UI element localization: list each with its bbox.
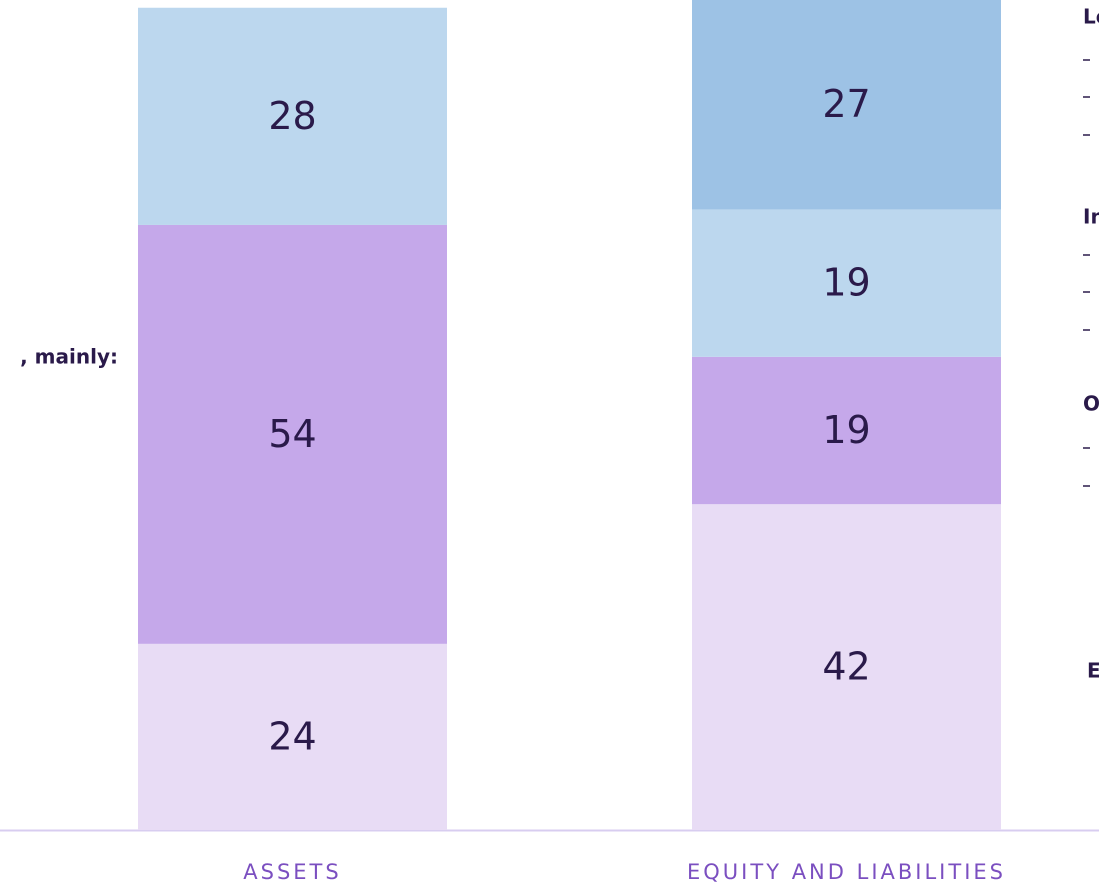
value-label: 19: [822, 261, 870, 305]
bar-segment: [692, 0, 1001, 210]
bar-segment: [692, 504, 1001, 830]
x-tick-label: ASSETS: [243, 860, 341, 884]
annotation: O: [1083, 392, 1099, 416]
value-label: 54: [268, 412, 316, 456]
bar-segment: [692, 356, 1001, 505]
value-label: 19: [822, 408, 870, 452]
bar-segment: [138, 643, 447, 830]
value-label: 24: [268, 714, 316, 758]
dashes: [1083, 59, 1090, 487]
annotation: Lo: [1083, 5, 1099, 29]
value-label: 27: [822, 82, 870, 126]
bar-segment: [692, 209, 1001, 357]
value-label: 28: [268, 94, 316, 138]
annotation: E: [1087, 659, 1099, 683]
bar-segment: [138, 224, 447, 644]
annotation: In: [1083, 205, 1099, 229]
x-tick-label: EQUITY AND LIABILITIES: [687, 860, 1006, 884]
value-label: 42: [822, 645, 870, 689]
bar-segment: [138, 7, 447, 225]
annotation: , mainly:: [20, 345, 118, 369]
